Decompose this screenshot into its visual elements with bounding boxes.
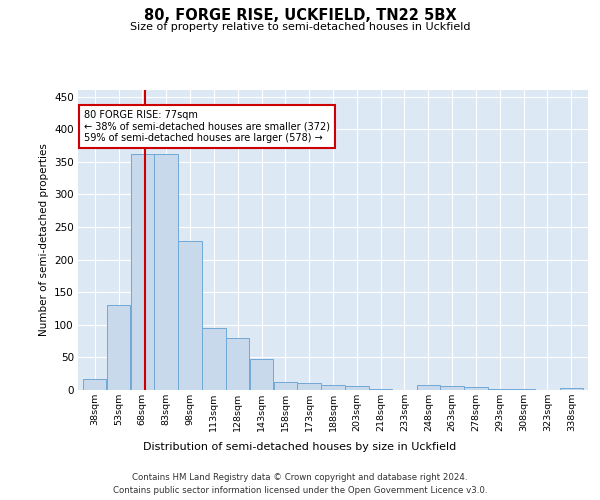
Text: 80 FORGE RISE: 77sqm
← 38% of semi-detached houses are smaller (372)
59% of semi: 80 FORGE RISE: 77sqm ← 38% of semi-detac… — [85, 110, 331, 143]
Bar — [440, 386, 464, 390]
Bar — [154, 154, 178, 390]
Bar — [226, 338, 250, 390]
Bar — [488, 388, 512, 390]
Bar — [83, 379, 106, 390]
Bar — [298, 384, 321, 390]
Bar — [560, 388, 583, 390]
Bar — [178, 242, 202, 390]
Bar — [369, 388, 392, 390]
Text: Distribution of semi-detached houses by size in Uckfield: Distribution of semi-detached houses by … — [143, 442, 457, 452]
Bar — [321, 386, 345, 390]
Text: Size of property relative to semi-detached houses in Uckfield: Size of property relative to semi-detach… — [130, 22, 470, 32]
Bar — [131, 154, 154, 390]
Bar — [464, 386, 488, 390]
Text: Contains public sector information licensed under the Open Government Licence v3: Contains public sector information licen… — [113, 486, 487, 495]
Bar — [250, 360, 274, 390]
Bar — [274, 382, 297, 390]
Bar — [202, 328, 226, 390]
Text: 80, FORGE RISE, UCKFIELD, TN22 5BX: 80, FORGE RISE, UCKFIELD, TN22 5BX — [143, 8, 457, 22]
Text: Contains HM Land Registry data © Crown copyright and database right 2024.: Contains HM Land Registry data © Crown c… — [132, 472, 468, 482]
Y-axis label: Number of semi-detached properties: Number of semi-detached properties — [38, 144, 49, 336]
Bar — [345, 386, 368, 390]
Bar — [416, 386, 440, 390]
Bar — [107, 305, 130, 390]
